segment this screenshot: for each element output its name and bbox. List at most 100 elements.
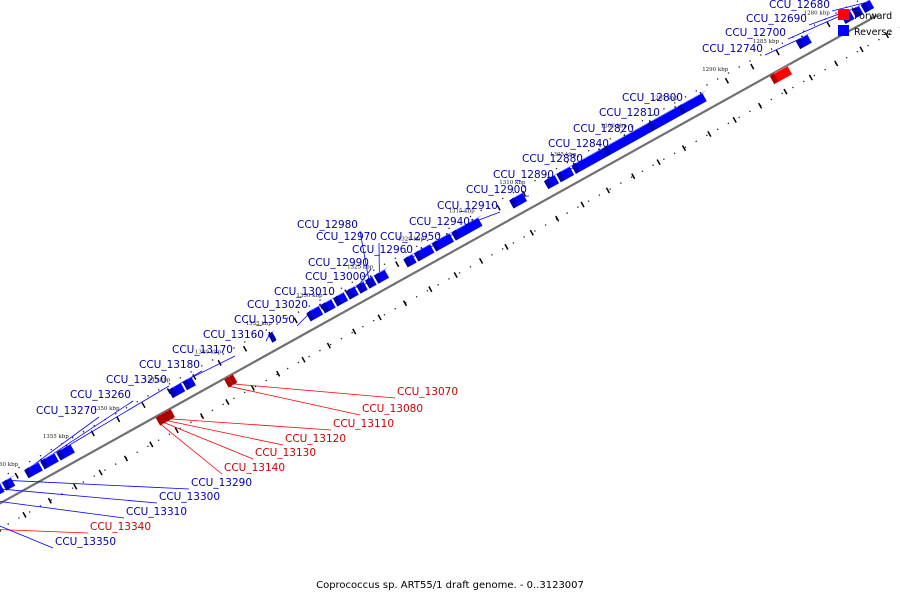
reverse-gene — [24, 459, 43, 479]
gene-top — [56, 441, 75, 453]
gene-label: CCU_12900 — [466, 184, 527, 196]
forward-gene — [769, 63, 793, 85]
gene-side — [543, 178, 553, 190]
lower-track-tick — [73, 483, 78, 490]
label-leader-line — [787, 13, 846, 40]
label-leader-line — [359, 230, 370, 279]
kbp-label: 1350 kbp — [93, 406, 120, 412]
lower-track-tick — [605, 187, 611, 194]
upper-track-tick — [775, 49, 780, 56]
reverse-gene — [851, 3, 864, 18]
reverse-gene — [320, 296, 336, 314]
gene-top — [24, 459, 43, 471]
reverse-gene — [1, 474, 16, 491]
reverse-gene — [543, 172, 560, 190]
lower-track-tick — [326, 342, 331, 349]
gene-face — [0, 483, 5, 495]
gene-side — [356, 282, 365, 294]
kbp-label: 1340 kbp — [195, 349, 222, 355]
gene-side — [182, 379, 192, 391]
forward-gene — [228, 372, 238, 386]
lower-track-tick — [453, 272, 458, 279]
lower-track-tick — [681, 145, 687, 152]
gene-label: CCU_13050 — [234, 314, 295, 326]
label-leader-line — [161, 424, 223, 475]
lower-track-tick — [631, 173, 636, 180]
lower-track-tick — [504, 243, 509, 250]
gene-label: CCU_13130 — [255, 447, 316, 459]
gene-side — [769, 73, 779, 85]
gene-side — [677, 104, 686, 115]
reverse-gene — [602, 120, 652, 157]
gene-side — [860, 2, 870, 13]
gene-top — [40, 450, 59, 462]
lower-track-tick — [580, 201, 585, 208]
gene-side — [24, 467, 33, 479]
gene-label: CCU_13110 — [333, 418, 394, 430]
gene-label: CCU_12740 — [702, 43, 763, 55]
gene-label: CCU_13250 — [106, 374, 167, 386]
gene-side — [403, 256, 412, 268]
upper-track-tick — [724, 77, 730, 84]
reverse-gene — [414, 241, 435, 262]
lower-track-tick — [808, 74, 813, 81]
gene-side — [795, 38, 805, 50]
kbp-label: 1345 kbp — [144, 378, 171, 384]
lower-track-tick — [555, 215, 560, 222]
reverse-gene — [509, 190, 528, 209]
lower-track-tick — [377, 314, 382, 321]
kbp-label: 1300 kbp — [601, 124, 628, 130]
gene-top — [451, 214, 483, 233]
gene-side — [851, 7, 861, 18]
reverse-gene — [431, 230, 455, 252]
gene-label: CCU_13120 — [285, 433, 346, 445]
lower-track-tick — [98, 469, 103, 476]
reverse-gene — [56, 441, 75, 461]
gene-side — [1, 479, 11, 491]
gene-side — [414, 250, 423, 262]
label-leader-line — [164, 422, 254, 460]
gene-side — [166, 408, 175, 420]
gene-top — [769, 63, 792, 77]
forward-gene — [159, 411, 168, 424]
lower-track-tick — [47, 497, 52, 504]
upper-track-tick — [293, 317, 298, 324]
gene-label: CCU_12880 — [522, 153, 583, 165]
gene-top — [556, 163, 574, 175]
gene-top — [571, 145, 607, 166]
gene-top — [647, 104, 682, 124]
gene-top — [677, 90, 707, 108]
gene-face — [647, 107, 682, 132]
gene-top — [509, 190, 527, 201]
reverse-gene — [0, 480, 5, 495]
label-leader-line — [764, 37, 802, 56]
reverse-gene — [403, 251, 417, 268]
kbp-label: 1355 kbp — [43, 434, 70, 440]
gene-side — [155, 414, 165, 426]
gene-label: CCU_12700 — [725, 27, 786, 39]
gene-label: CCU_12890 — [493, 169, 554, 181]
legend: Forward Reverse — [838, 9, 892, 38]
track-dotted-guides — [0, 0, 900, 530]
gene-side — [345, 288, 354, 300]
kbp-label: 1305 kbp — [550, 152, 577, 158]
kbp-label: 1295 kbp — [651, 95, 678, 101]
kbp-label: 1310 kbp — [499, 180, 526, 186]
gene-label: CCU_13070 — [397, 386, 458, 398]
label-leader-line — [0, 529, 89, 534]
gene-side — [571, 162, 580, 174]
gene-label: CCU_13350 — [55, 536, 116, 548]
gene-side — [509, 197, 518, 209]
forward-gene — [162, 409, 172, 422]
gene-side — [333, 295, 342, 307]
gene-label: CCU_13020 — [247, 299, 308, 311]
lower-track-tick — [0, 528, 2, 532]
gene-side — [159, 412, 168, 424]
gene-label: CCU_12970 — [316, 231, 377, 243]
upper-track-tick — [14, 472, 19, 479]
upper-track-tick — [141, 402, 146, 409]
label-leader-line — [31, 416, 100, 467]
lower-track-tick — [225, 399, 230, 405]
